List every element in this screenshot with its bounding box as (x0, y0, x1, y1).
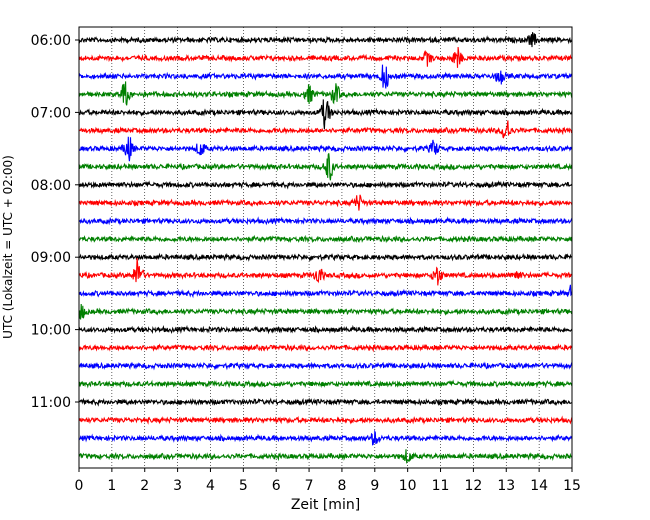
trace-1000 (78, 324, 573, 335)
y-tick-label: 06:00 (31, 33, 71, 49)
x-tick-label: 0 (75, 478, 84, 494)
seismic-traces (78, 32, 573, 465)
y-tick-label: 09:00 (31, 250, 71, 266)
x-tick-label: 2 (140, 478, 149, 494)
x-tick-label: 13 (497, 478, 515, 494)
trace-0730 (78, 136, 573, 162)
trace-1130 (78, 429, 573, 446)
trace-0900 (78, 252, 573, 262)
trace-1030 (78, 361, 573, 371)
trace-1045 (78, 379, 573, 389)
trace-0845 (78, 234, 573, 244)
trace-0600 (78, 32, 573, 48)
plot-frame (78, 26, 573, 469)
x-axis-label: Zeit [min] (291, 497, 360, 513)
x-tick-label: 15 (563, 478, 581, 494)
trace-0800 (78, 180, 573, 190)
x-tick-label: 11 (432, 478, 450, 494)
trace-0830 (78, 216, 573, 226)
trace-0945 (78, 303, 573, 320)
x-tick-label: 6 (272, 478, 281, 494)
y-axis-label: UTC (Lokalzeit = UTC + 02:00) (1, 155, 15, 339)
trace-0645 (78, 81, 573, 106)
trace-1145 (78, 449, 573, 465)
trace-0745 (78, 153, 573, 181)
y-tick-label: 11:00 (31, 395, 71, 411)
trace-0815 (78, 194, 573, 211)
x-tick-label: 8 (337, 478, 346, 494)
trace-0915 (78, 258, 573, 286)
y-tick-label: 10:00 (31, 323, 71, 339)
trace-1100 (78, 397, 573, 407)
trace-1115 (78, 415, 573, 425)
y-axis-ticks: 06:00 07:00 08:00 09:00 10:00 11:00 (31, 33, 79, 411)
x-axis-ticks: 0 1 2 3 4 5 6 7 8 9 10 11 12 13 14 15 (75, 468, 581, 494)
trace-0615 (78, 46, 573, 68)
x-tick-label: 4 (206, 478, 215, 494)
x-tick-label: 9 (370, 478, 379, 494)
y-tick-label: 07:00 (31, 105, 71, 121)
trace-0930 (78, 284, 573, 299)
trace-0700 (78, 99, 573, 130)
trace-0630 (78, 64, 573, 89)
x-tick-label: 10 (399, 478, 417, 494)
trace-1015 (78, 343, 573, 353)
x-tick-label: 14 (530, 478, 548, 494)
x-tick-label: 5 (239, 478, 248, 494)
x-tick-label: 7 (305, 478, 314, 494)
x-tick-label: 1 (107, 478, 116, 494)
y-tick-label: 08:00 (31, 178, 71, 194)
x-tick-label: 12 (464, 478, 482, 494)
x-tick-label: 3 (173, 478, 182, 494)
trace-0715 (78, 120, 573, 139)
